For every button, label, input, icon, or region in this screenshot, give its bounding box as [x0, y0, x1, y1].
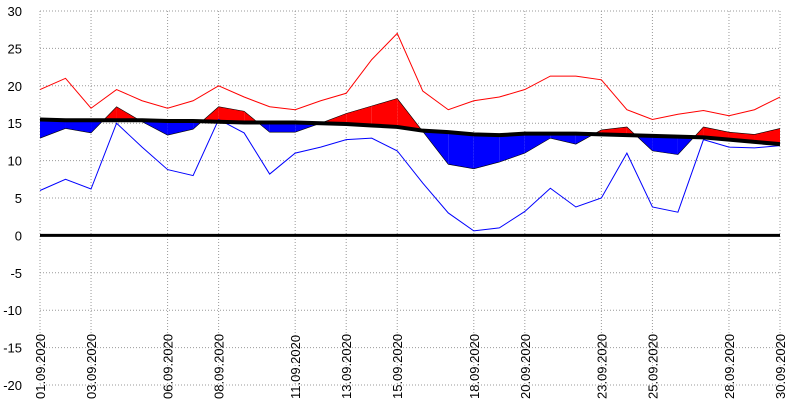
- x-tick-label: 03.09.2020: [84, 334, 99, 399]
- deviation-area: [550, 133, 576, 145]
- series-line: [39, 117, 781, 147]
- deviation-area: [269, 122, 296, 133]
- y-tick-label: 30: [8, 4, 22, 19]
- deviation-area: [499, 133, 525, 163]
- deviation-area: [473, 134, 500, 169]
- series-line: [39, 98, 781, 170]
- y-tick-label: 25: [8, 41, 22, 56]
- y-tick-label: 5: [15, 191, 22, 206]
- x-tick-label: 06.09.2020: [161, 334, 176, 399]
- x-tick-label: 08.09.2020: [212, 334, 227, 399]
- x-tick-label: 25.09.2020: [645, 334, 660, 399]
- deviation-area: [346, 105, 372, 126]
- x-tick-label: 01.09.2020: [33, 334, 48, 399]
- deviation-area: [167, 120, 194, 136]
- y-tick-label: -10: [3, 303, 22, 318]
- x-tick-label: 13.09.2020: [339, 334, 354, 399]
- x-tick-label: 23.09.2020: [594, 334, 609, 399]
- y-tick-label: -15: [3, 341, 22, 356]
- x-tick-label: 18.09.2020: [467, 334, 482, 399]
- x-tick-label: 20.09.2020: [518, 334, 533, 399]
- x-tick-label: 15.09.2020: [390, 334, 405, 399]
- deviation-area: [652, 135, 678, 155]
- deviation-area: [40, 119, 66, 139]
- x-tick-label: 28.09.2020: [722, 334, 737, 399]
- deviation-area: [142, 120, 168, 136]
- y-tick-label: -5: [10, 266, 22, 281]
- series-line: [39, 32, 781, 120]
- deviation-area: [371, 98, 398, 127]
- x-tick-label: 30.09.2020: [773, 334, 788, 399]
- deviation-area: [524, 133, 551, 154]
- deviation-area: [754, 128, 780, 145]
- series-line: [39, 118, 781, 232]
- y-tick-label: 0: [15, 228, 22, 243]
- y-tick-label: 20: [8, 79, 22, 94]
- deviation-area: [65, 120, 92, 133]
- y-tick-label: 15: [8, 116, 22, 131]
- x-tick-label: 11.09.2020: [288, 335, 303, 399]
- deviation-area: [448, 132, 474, 169]
- y-tick-label: -20: [3, 378, 22, 393]
- y-tick-label: 10: [8, 154, 22, 169]
- deviation-area: [218, 106, 245, 123]
